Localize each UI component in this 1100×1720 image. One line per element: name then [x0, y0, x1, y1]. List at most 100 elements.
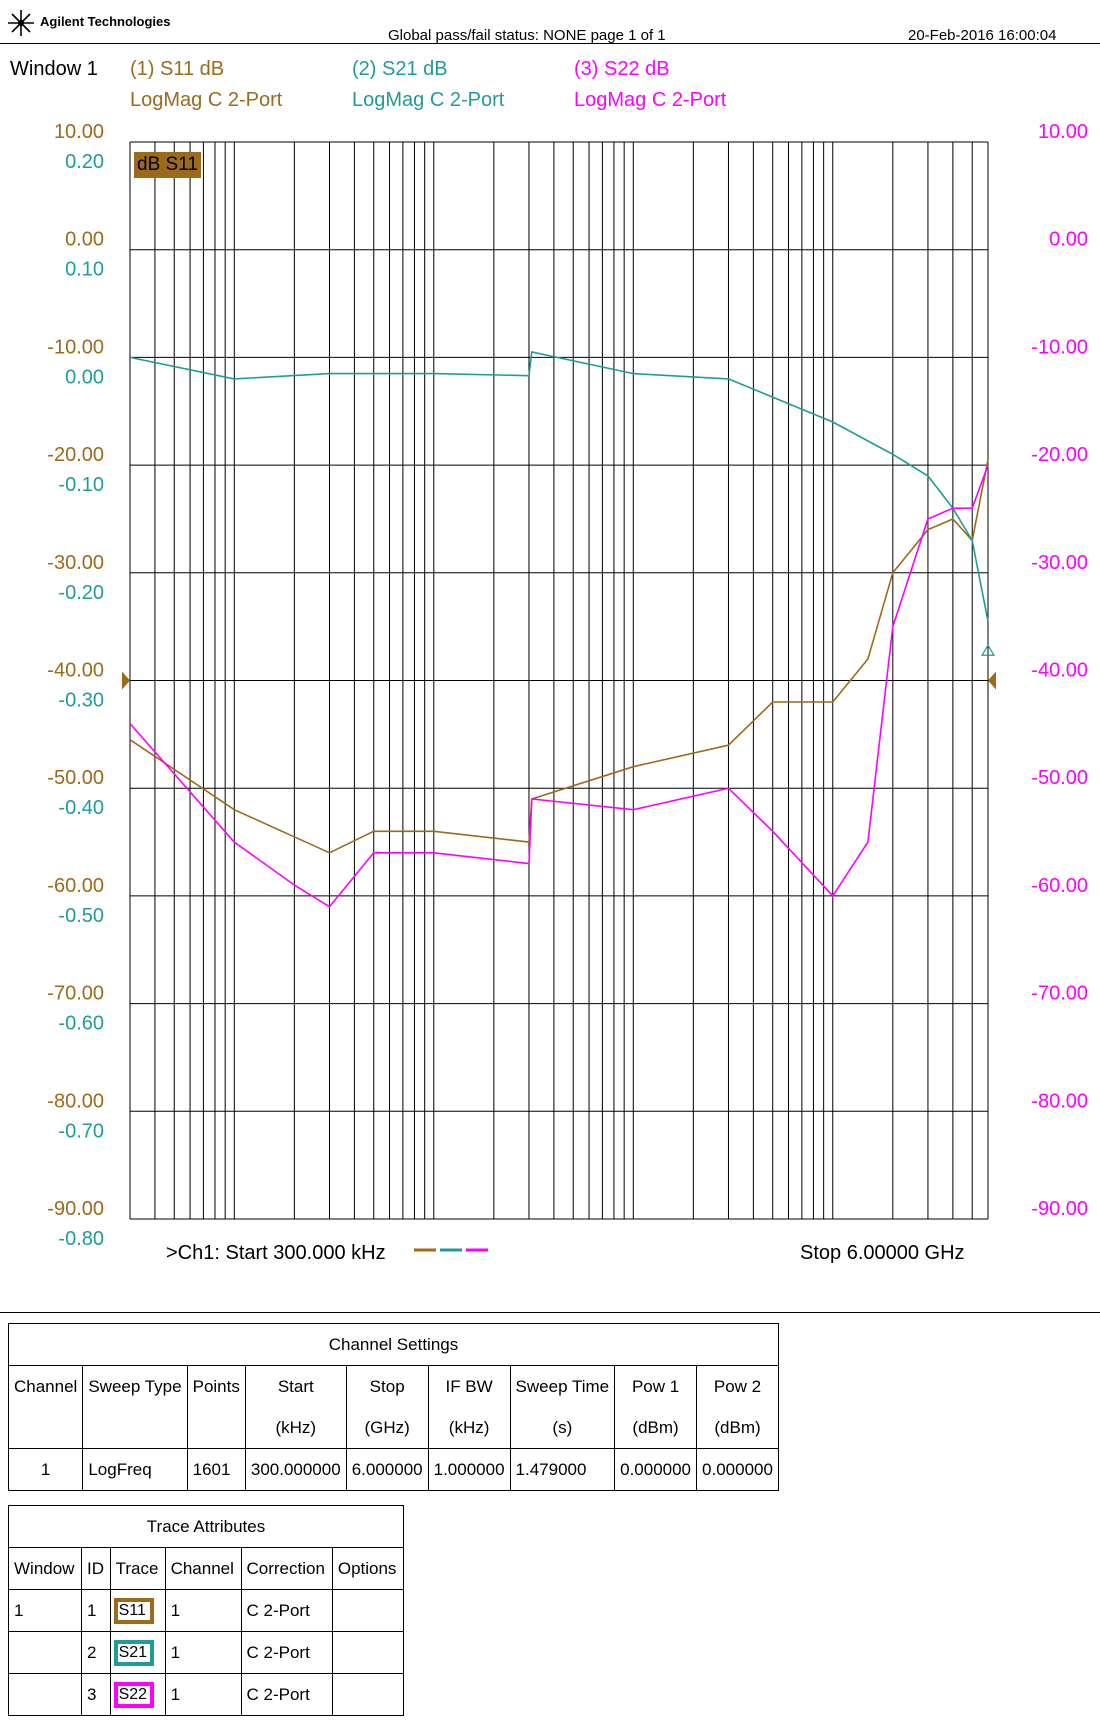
s11-tick-label: -10.00: [47, 336, 104, 358]
channel-settings-header: Points: [186, 1365, 246, 1407]
trace-attributes-cell: 3: [81, 1673, 111, 1716]
channel-settings-header: Pow 2: [696, 1365, 779, 1407]
s22-tick-label: -40.00: [1031, 660, 1088, 682]
s11-tick-label: 0.00: [65, 229, 104, 251]
window-divider: [0, 1312, 1100, 1313]
s21-tick-label: 0.00: [65, 366, 104, 388]
trace-attributes-cell: 2: [81, 1631, 111, 1674]
trace-attributes-cell: C 2-Port: [240, 1631, 333, 1674]
brand-name: Agilent Technologies: [40, 14, 171, 29]
s21-tick-label: -0.20: [58, 582, 104, 604]
s21-tick-label: 0.20: [65, 151, 104, 173]
s21-end-marker: [980, 644, 996, 656]
channel-settings-unit: (s): [509, 1407, 616, 1449]
channel-settings-unit: [82, 1407, 188, 1449]
stop-frequency-label: Stop 6.00000 GHz: [800, 1242, 965, 1264]
trace-color-legend: [414, 1248, 488, 1252]
table-row: 2 S21 1 C 2-Port: [8, 1631, 405, 1674]
trace-attributes-cell: [331, 1631, 405, 1674]
table-row: 3 S22 1 C 2-Port: [8, 1673, 405, 1716]
reference-marker-left: [122, 671, 130, 690]
trace-swatch-cell: S22: [109, 1673, 166, 1716]
s11-tick-label: -80.00: [47, 1090, 104, 1112]
trace-3-title: (3) S22 dB: [574, 58, 670, 80]
s22-tick-label: -80.00: [1031, 1090, 1088, 1112]
channel-settings-cell: 300.000000: [244, 1448, 347, 1491]
timestamp: 20-Feb-2016 16:00:04: [908, 27, 1057, 44]
trace-attributes-header: Correction: [240, 1547, 333, 1590]
table-row: 1 1 S11 1 C 2-Port: [8, 1589, 405, 1632]
pass-fail-status: Global pass/fail status: NONE page 1 of …: [388, 27, 666, 44]
s11-tick-label: -40.00: [47, 660, 104, 682]
start-frequency-label: >Ch1: Start 300.000 kHz: [166, 1242, 386, 1264]
s22-tick-label: -90.00: [1031, 1198, 1088, 1220]
trace-attributes-cell: 1: [81, 1589, 111, 1632]
channel-settings-unit: [186, 1407, 246, 1449]
window-label: Window 1: [10, 58, 98, 80]
s21-tick-label: -0.80: [58, 1228, 104, 1250]
trace-attributes-cell: [8, 1673, 82, 1716]
trace-swatch: S22: [113, 1681, 154, 1708]
s22-tick-label: -50.00: [1031, 767, 1088, 789]
s21-tick-label: -0.30: [58, 690, 104, 712]
channel-settings-title: Channel Settings: [8, 1323, 779, 1366]
channel-settings-unit: (dBm): [696, 1407, 779, 1449]
s21-tick-label: -0.50: [58, 905, 104, 927]
channel-settings-table: Channel Settings Channel Sweep Type Points…: [7, 1323, 779, 1491]
channel-settings-unit: (kHz): [244, 1407, 347, 1449]
s11-tick-label: -20.00: [47, 444, 104, 466]
s11-tick-label: 10.00: [54, 121, 104, 143]
s21-tick-label: -0.60: [58, 1013, 104, 1035]
s22-tick-label: -30.00: [1031, 552, 1088, 574]
trace-attributes-cell: [8, 1631, 82, 1674]
channel-settings-header: IF BW: [427, 1365, 511, 1407]
trace-s11: [129, 459, 989, 854]
channel-settings-header: Sweep Type: [82, 1365, 188, 1407]
reference-marker-right: [988, 671, 996, 690]
s11-tick-label: -60.00: [47, 875, 104, 897]
s11-tick-label: -90.00: [47, 1198, 104, 1220]
channel-settings-unit: (dBm): [614, 1407, 698, 1449]
trace-s21: [129, 351, 989, 622]
s22-tick-label: 0.00: [1049, 229, 1088, 251]
sparameter-plot: 10.00 0.20 10.00 0.00 0.10 0.00 -10.00 0.00 -10.…: [47, 121, 1088, 1250]
trace-attributes-cell: 1: [8, 1589, 82, 1632]
trace-attributes-cell: C 2-Port: [240, 1673, 333, 1716]
trace-attributes-cell: 1: [164, 1673, 242, 1716]
trace-3-format: LogMag C 2-Port: [574, 89, 727, 111]
s22-tick-label: -20.00: [1031, 444, 1088, 466]
channel-settings-cell: 6.000000: [345, 1448, 429, 1491]
trace-attributes-header: Window: [8, 1547, 82, 1590]
s21-tick-label: -0.40: [58, 797, 104, 819]
s11-tick-label: -70.00: [47, 983, 104, 1005]
s21-tick-label: 0.10: [65, 259, 104, 281]
channel-settings-cell: 1: [7, 1448, 84, 1491]
agilent-logo-icon: [8, 10, 34, 36]
trace-swatch-cell: S21: [109, 1631, 166, 1674]
s11-tick-label: -30.00: [47, 552, 104, 574]
channel-settings-unit: (GHz): [345, 1407, 429, 1449]
trace-attributes-cell: [331, 1589, 405, 1632]
s22-tick-label: -10.00: [1031, 336, 1088, 358]
trace-attributes-cell: 1: [164, 1589, 242, 1632]
trace-1-format: LogMag C 2-Port: [130, 89, 283, 111]
trace-attributes-cell: [331, 1673, 405, 1716]
trace-swatch: S11: [113, 1597, 154, 1624]
trace-swatch-cell: S11: [109, 1589, 166, 1632]
channel-settings-cell: 1601: [186, 1448, 246, 1491]
channel-settings-unit: (kHz): [427, 1407, 511, 1449]
s22-tick-label: 10.00: [1038, 121, 1088, 143]
trace-2-format: LogMag C 2-Port: [352, 89, 505, 111]
channel-settings-cell: 0.000000: [614, 1448, 698, 1491]
channel-settings-header: Sweep Time: [509, 1365, 616, 1407]
trace-swatch: S21: [113, 1639, 154, 1666]
channel-settings-cell: 1.000000: [427, 1448, 511, 1491]
s21-tick-label: -0.70: [58, 1120, 104, 1142]
trace-attributes-cell: 1: [164, 1631, 242, 1674]
channel-settings-cell: 1.479000: [509, 1448, 616, 1491]
channel-settings-cell: 0.000000: [696, 1448, 779, 1491]
trace-attributes-header: Channel: [164, 1547, 242, 1590]
channel-settings-unit: [7, 1407, 84, 1449]
channel-settings-header: Pow 1: [614, 1365, 698, 1407]
s22-tick-label: -60.00: [1031, 875, 1088, 897]
